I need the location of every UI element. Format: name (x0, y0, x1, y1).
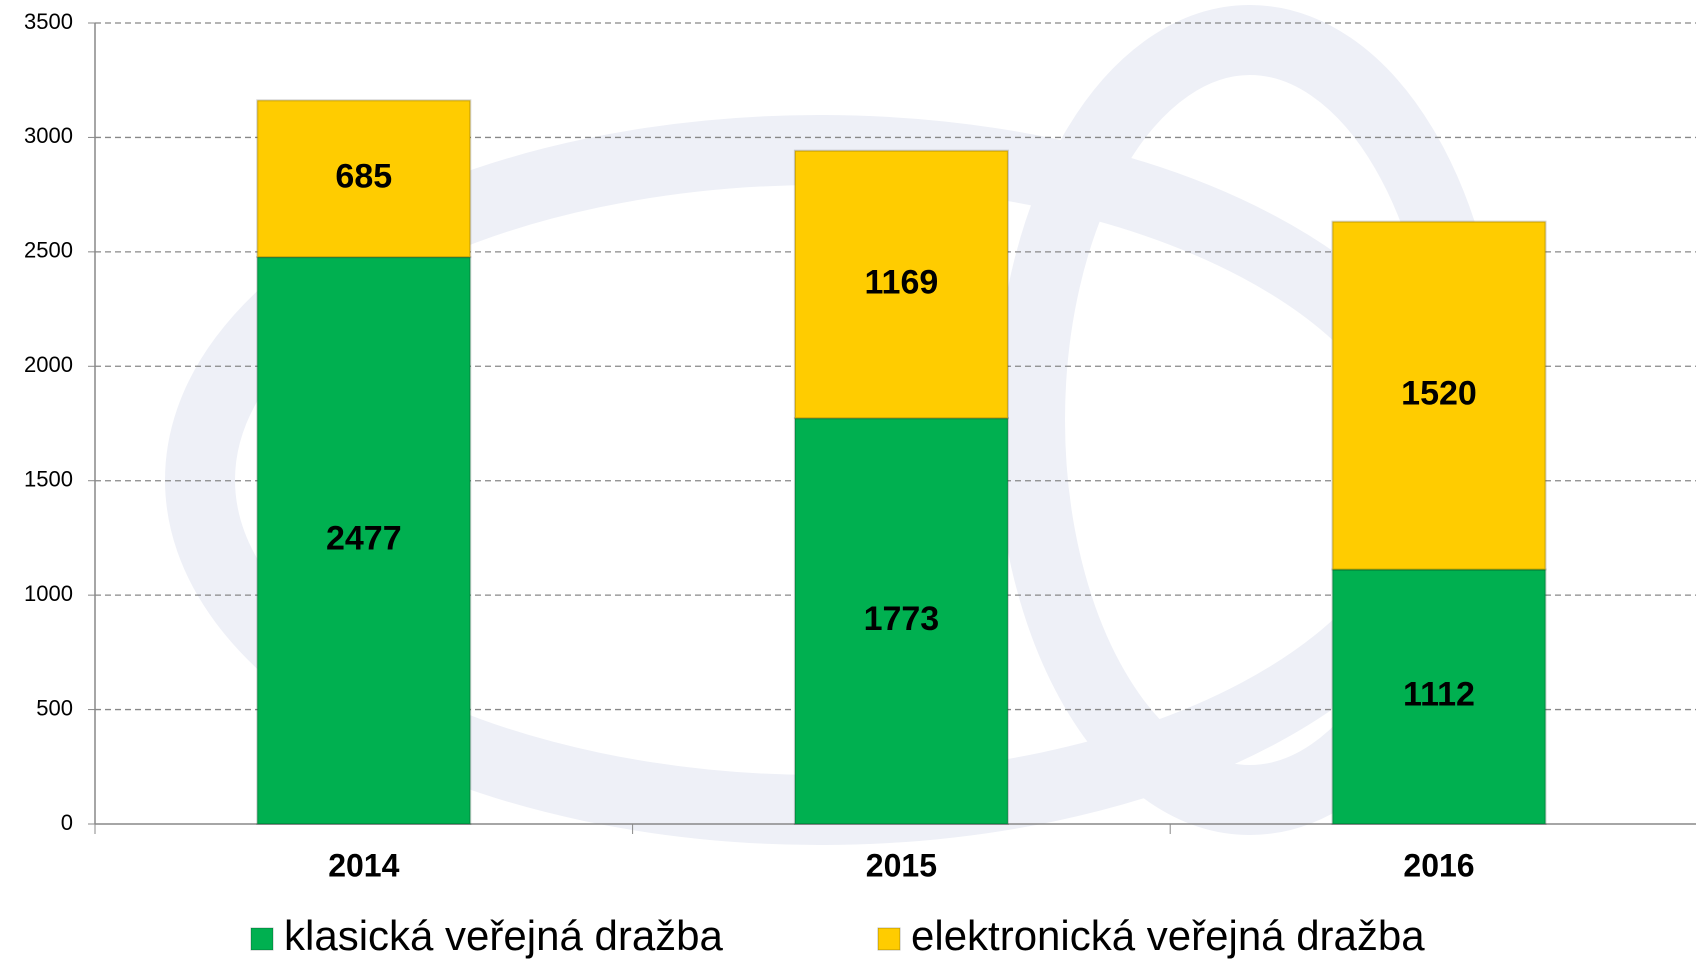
value-label: 2477 (326, 520, 402, 558)
x-tick-label: 2016 (1403, 847, 1474, 883)
y-tick-label: 1000 (24, 581, 73, 606)
value-label: 1112 (1403, 676, 1475, 714)
x-tick-label: 2014 (328, 847, 399, 883)
y-tick-label: 2500 (24, 238, 73, 263)
value-label: 1773 (864, 600, 940, 638)
y-tick-label: 500 (36, 695, 73, 720)
chart: 0 500 1000 1500 2000 2500 3000 3500 2014 2477 685 2… (0, 0, 1696, 966)
legend-label: elektronická veřejná dražba (911, 912, 1425, 959)
y-tick-label: 1500 (24, 467, 73, 492)
x-tick-label: 2015 (866, 847, 937, 883)
legend-label: klasická veřejná dražba (284, 912, 724, 959)
value-label: 1520 (1401, 375, 1477, 413)
legend-marker (878, 928, 900, 950)
y-tick-label: 0 (61, 810, 73, 835)
y-tick-label: 3000 (24, 123, 73, 148)
value-label: 685 (335, 158, 392, 196)
value-label: 1169 (865, 263, 939, 301)
legend-marker (251, 928, 273, 950)
y-tick-label: 2000 (24, 352, 73, 377)
y-tick-label: 3500 (24, 9, 73, 34)
